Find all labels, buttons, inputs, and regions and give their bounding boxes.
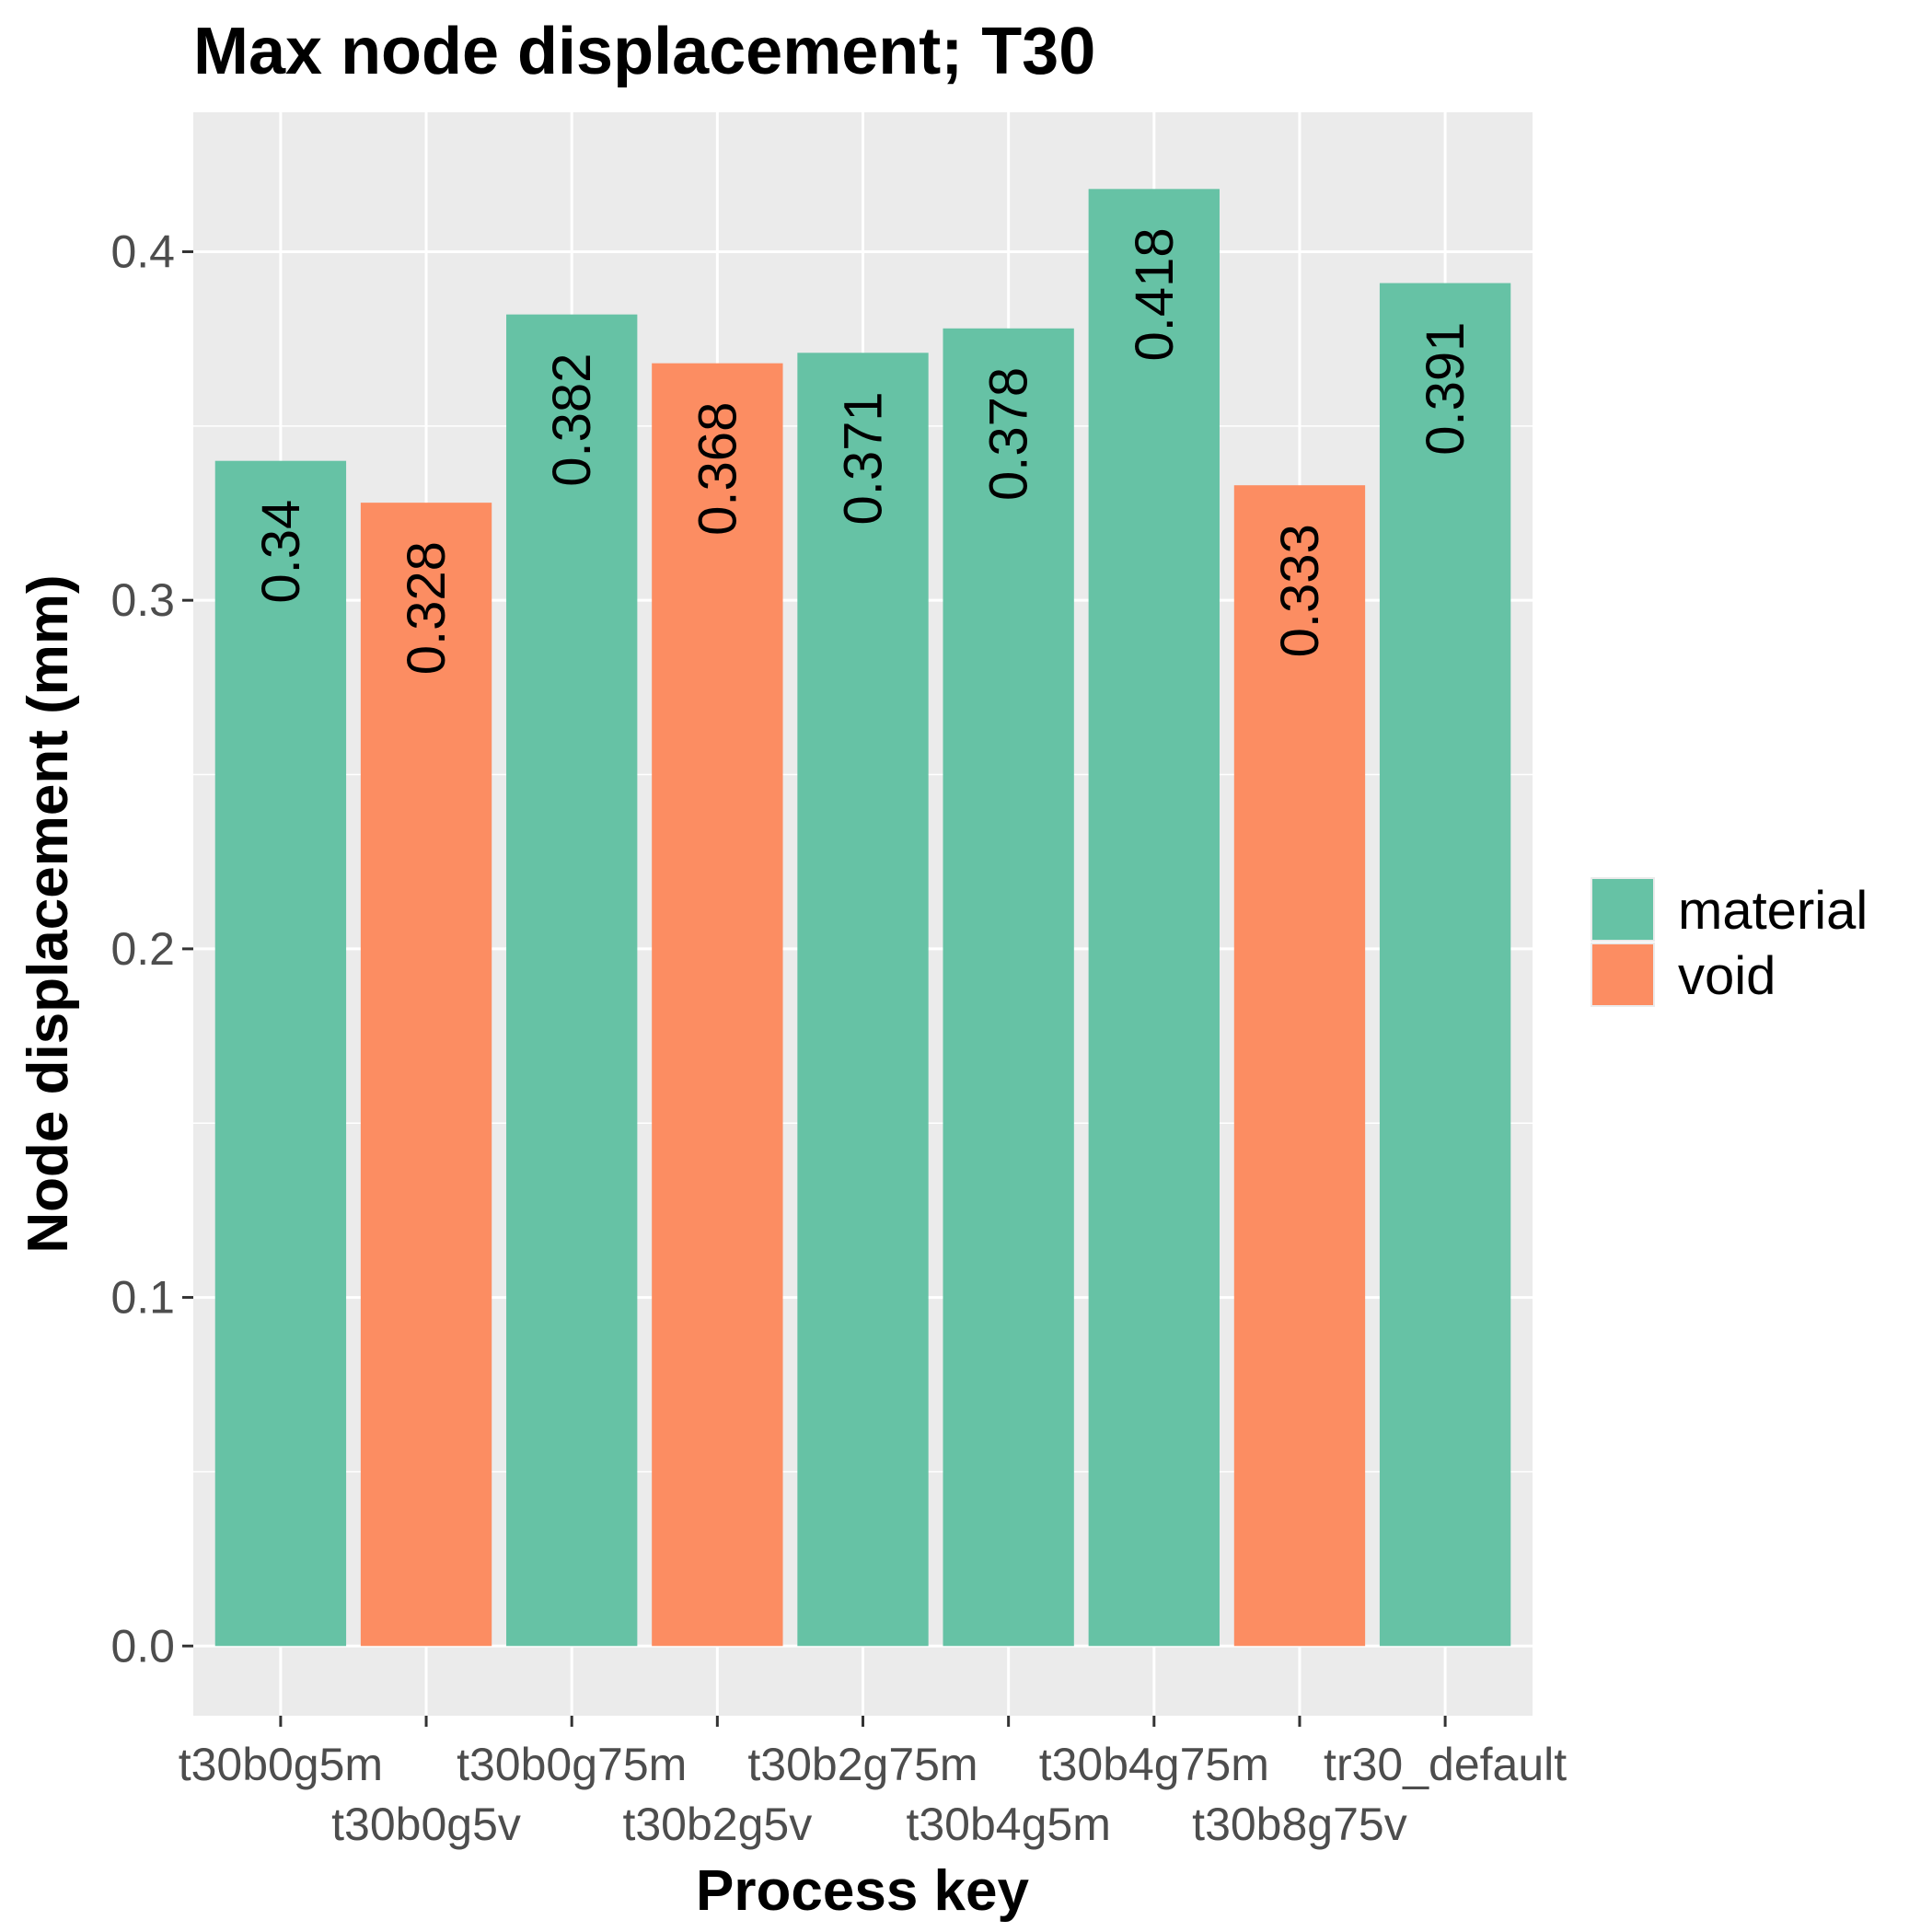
x-tick-label: t30b2g75m <box>747 1739 978 1790</box>
bar-t30b4g75m <box>1088 189 1220 1647</box>
x-tick-label: t30b0g75m <box>457 1739 687 1790</box>
chart-title: Max node displacement; T30 <box>193 15 1095 88</box>
bar-t30b2g75m <box>797 353 929 1647</box>
x-tick-label: t30b4g5m <box>906 1799 1110 1850</box>
bar-t30b2g5v <box>652 363 783 1647</box>
bar-value-label: 0.333 <box>1270 524 1330 657</box>
bar-value-label: 0.382 <box>542 353 602 487</box>
x-tick-label: t30b8g75v <box>1192 1799 1407 1850</box>
bar-t30b4g5m <box>943 328 1074 1647</box>
bar-t30b0g5m <box>214 460 347 1647</box>
legend-swatch-void <box>1592 944 1653 1005</box>
bar-tr30_default <box>1379 283 1511 1647</box>
bar-t30b0g5v <box>360 503 492 1647</box>
bar-value-labels: 0.34 0.328 0.382 0.368 0.371 0.378 0.418 0.333 0… <box>251 227 1475 675</box>
axes: 0.0 0.1 0.2 0.3 0.4 t30b0g5m t30b0g5v t30b0g75m… <box>110 226 1567 1850</box>
legend-label-material: material <box>1678 881 1868 941</box>
x-tick-label: tr30_default <box>1324 1739 1567 1790</box>
y-tick-label: 0.3 <box>110 574 175 626</box>
y-axis-title: Node displacement (mm) <box>17 574 80 1253</box>
y-tick-label: 0.1 <box>110 1272 175 1324</box>
x-tick-label: t30b0g5m <box>179 1739 383 1790</box>
bars <box>214 189 1511 1647</box>
y-tick-label: 0.2 <box>110 923 175 975</box>
bar-value-label: 0.391 <box>1416 322 1475 456</box>
bar-value-label: 0.368 <box>688 402 747 536</box>
bar-t30b0g75m <box>506 314 638 1647</box>
x-tick-label: t30b0g5v <box>331 1799 521 1850</box>
bar-value-label: 0.34 <box>251 500 311 604</box>
y-tick-label: 0.4 <box>110 226 175 277</box>
bar-value-label: 0.328 <box>397 541 457 675</box>
legend-label-void: void <box>1678 946 1776 1006</box>
bar-value-label: 0.371 <box>834 391 894 525</box>
x-axis-title: Process key <box>696 1859 1029 1923</box>
bar-value-label: 0.418 <box>1125 227 1185 361</box>
y-tick-label: 0.0 <box>110 1620 175 1672</box>
legend-swatch-material <box>1592 879 1653 940</box>
x-tick-label: t30b2g5v <box>622 1799 812 1850</box>
x-tick-label: t30b4g75m <box>1039 1739 1269 1790</box>
bar-t30b8g75v <box>1233 485 1366 1647</box>
bar-value-label: 0.378 <box>979 367 1039 501</box>
